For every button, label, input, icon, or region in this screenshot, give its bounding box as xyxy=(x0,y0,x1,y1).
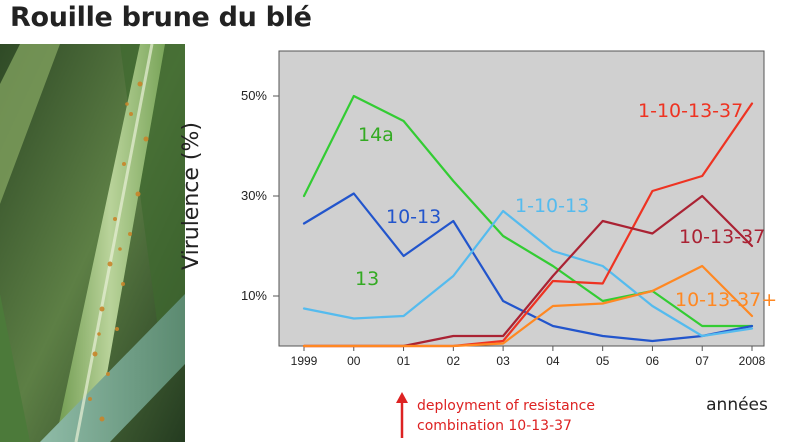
series-label-14a: 14a xyxy=(358,124,394,146)
x-tick-label: 06 xyxy=(646,354,660,368)
series-label-10-13-37: 10-13-37 xyxy=(679,226,765,248)
x-tick-label: 1999 xyxy=(291,354,318,368)
series-label-13: 13 xyxy=(355,268,379,290)
series-line-10-13-37- xyxy=(302,264,754,348)
x-tick-label: 05 xyxy=(596,354,610,368)
series-label-10-13: 10-13 xyxy=(386,206,441,228)
annotation-line-2: combination 10-13-37 xyxy=(417,418,572,434)
x-tick-label: 02 xyxy=(447,354,461,368)
series-label-1-10-13: 1-10-13 xyxy=(515,195,589,217)
y-tick-label: 50% xyxy=(241,88,267,103)
page-title: Rouille brune du blé xyxy=(10,2,312,33)
annotation-arrow-head xyxy=(396,392,408,403)
annotation-line-1: deployment of resistance xyxy=(417,398,595,414)
series-label-10-13-37-: 10-13-37+ xyxy=(675,289,777,311)
x-axis-label: années xyxy=(706,395,768,415)
series-line-1-10-13 xyxy=(302,209,754,338)
x-tick-label: 03 xyxy=(496,354,510,368)
series-label-1-10-13-37: 1-10-13-37 xyxy=(638,100,743,122)
series-line-10-13 xyxy=(302,192,754,343)
deployment-annotation: deployment of resistance combination 10-… xyxy=(396,392,595,438)
x-tick-label: 04 xyxy=(546,354,560,368)
y-tick-label: 10% xyxy=(241,288,267,303)
series-line-14a xyxy=(302,94,754,328)
x-tick-label: 07 xyxy=(696,354,710,368)
x-tick-label: 00 xyxy=(347,354,361,368)
y-tick-label: 30% xyxy=(241,188,267,203)
x-tick-label: 01 xyxy=(397,354,411,368)
y-axis-label: Virulence (%) xyxy=(179,122,204,270)
x-tick-label: 2008 xyxy=(739,354,766,368)
wheat-leaf-photo xyxy=(0,44,185,442)
